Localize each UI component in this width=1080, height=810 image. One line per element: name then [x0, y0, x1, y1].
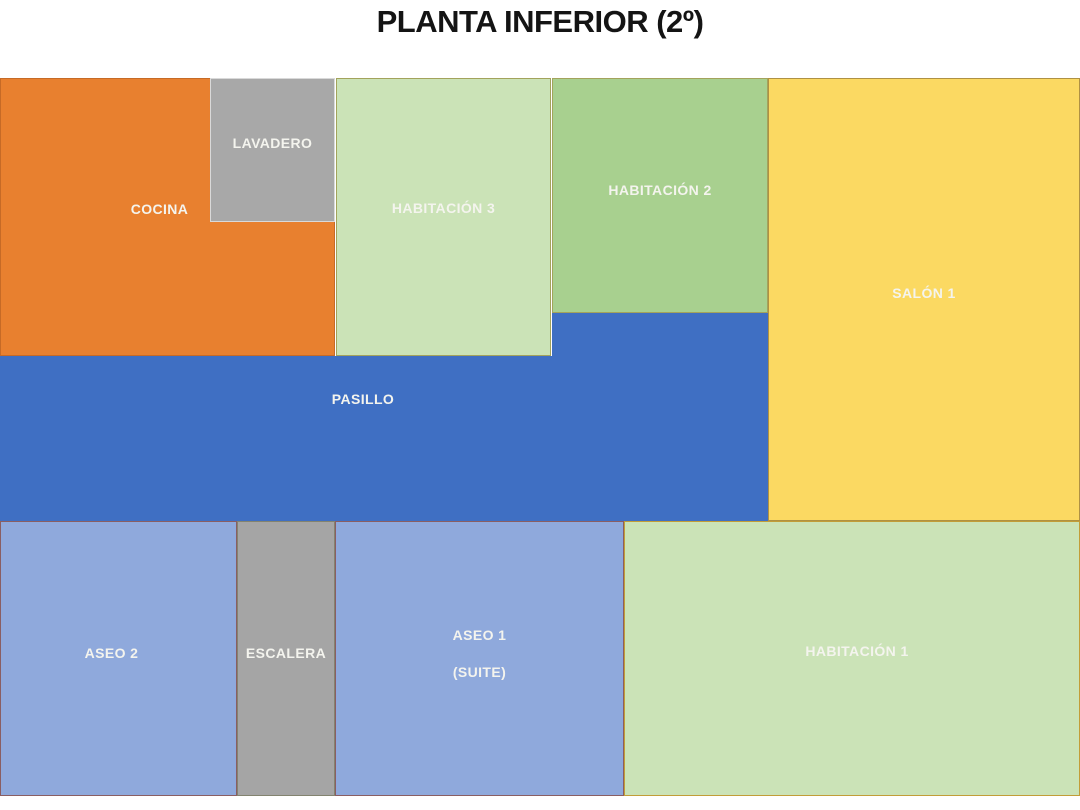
room-escalera-label: ESCALERA [245, 644, 327, 661]
room-pasillo: PASILLO [0, 356, 768, 521]
room-habitacion-3-label: HABITACIÓN 3 [391, 200, 496, 216]
room-aseo-2-label: ASEO 2 [84, 644, 139, 661]
room-habitacion-2-label: HABITACIÓN 2 [608, 181, 712, 198]
room-aseo-1-sublabel: (SUITE) [452, 664, 507, 680]
page-title: PLANTA INFERIOR (2º) [376, 4, 704, 39]
room-escalera: ESCALERA [237, 521, 335, 796]
room-aseo-1-label: ASEO 1 [452, 627, 507, 643]
room-habitacion-1: HABITACIÓN 1 [624, 521, 1080, 796]
room-habitacion-2: HABITACIÓN 2 [552, 78, 768, 313]
room-salon-1-label: SALÓN 1 [892, 284, 956, 301]
room-pasillo-label: PASILLO [331, 391, 395, 407]
room-salon-1: SALÓN 1 [768, 78, 1080, 521]
room-habitacion-1-label: HABITACIÓN 1 [805, 642, 909, 659]
room-cocina-label: COCINA [130, 201, 189, 217]
room-aseo-1-suite: ASEO 1 (SUITE) [335, 521, 624, 796]
room-lavadero-label: LAVADERO [232, 135, 313, 151]
room-pasillo-extension [552, 313, 768, 356]
room-habitacion-3: HABITACIÓN 3 [336, 78, 551, 356]
room-lavadero: LAVADERO [210, 78, 335, 222]
room-aseo-2: ASEO 2 [0, 521, 237, 796]
